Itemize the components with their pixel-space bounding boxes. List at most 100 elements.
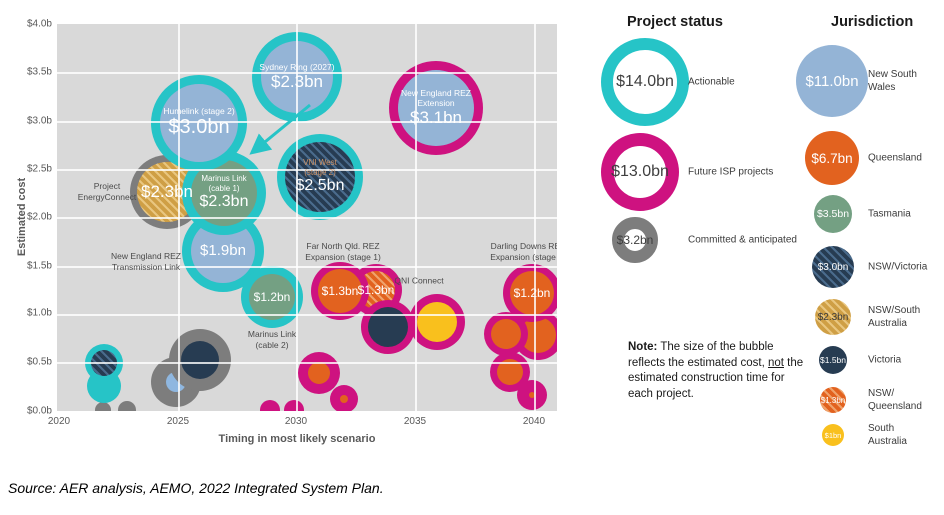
- note-underlined-word: not: [767, 356, 784, 369]
- legend-jurisdiction-label: Tasmania: [868, 208, 911, 220]
- marinus-link-cable-1-label: Marinus Link (cable 1) $2.3bn: [182, 151, 266, 235]
- label-far-north-qld-line: Far North Qld. REZ: [306, 240, 380, 251]
- gridline-h-5: [57, 314, 557, 316]
- humelink-stage-2-text-line: Humelink (stage 2): [163, 106, 235, 117]
- note-text: Note: The size of the bubble reflects th…: [628, 340, 804, 402]
- darling-downs-left-fill: [491, 319, 521, 349]
- gridline-h-3: [57, 217, 557, 219]
- marinus-link-cable-1-text-line: $2.3bn: [199, 193, 249, 210]
- humelink-stage-2-bubble: Humelink (stage 2) $3.0bn: [151, 75, 247, 171]
- vni-west-stage-2-text-line: (stage 2): [304, 167, 336, 177]
- committed-grey-dot-a-bubble: [95, 402, 111, 411]
- legend-status-label: Committed & anticipated: [688, 234, 797, 246]
- legend-jurisdiction-disc-nsw-queensland: $1.3bn: [820, 387, 846, 413]
- darling-downs-donut-bubble: [517, 380, 547, 410]
- legend-jurisdiction-disc-new-south-wales: $11.0bn: [796, 45, 868, 117]
- legend-jurisdiction-value: $6.7bn: [811, 150, 853, 166]
- darling-downs-rez-label: $1.2bn: [503, 264, 557, 322]
- new-england-rez-extension-text-line: Extension: [417, 97, 455, 108]
- nsw-qld-hatched-bubble: $1.3bn: [350, 264, 402, 316]
- gridline-h-6: [57, 362, 557, 364]
- far-north-qld-rez-bubble: $1.3bn: [311, 262, 369, 320]
- sydney-ring-2027-text-line: $2.3bn: [271, 71, 323, 91]
- label-marinus-cable-2: Marinus Link (cable 2): [248, 329, 296, 351]
- ne-rez-transmission-link-text-line: $1.9bn: [200, 242, 246, 260]
- y-tick-$1.5b: $1.5b: [26, 260, 52, 272]
- marinus-link-cable-2-text-line: $1.2bn: [253, 289, 291, 304]
- legend-jurisdiction-disc-tasmania: $3.5bn: [814, 195, 852, 233]
- qni-connect-fill: [368, 307, 408, 347]
- future-magenta-dot-a-bubble: [260, 400, 280, 411]
- future-small-orange-fill: [308, 362, 330, 384]
- darling-downs-rez-fill: [510, 271, 554, 315]
- label-qni-connect: QNI Connect: [394, 275, 443, 286]
- legend-jurisdiction-disc-nsw-south-australia: $2.3bn: [815, 299, 851, 335]
- legend-jurisdiction-value: $3.5bn: [816, 208, 850, 220]
- x-tick-2020: 2020: [47, 416, 71, 427]
- gridline-h-2: [57, 169, 557, 171]
- vni-west-stage-2-text-line: $2.5bn: [295, 177, 345, 194]
- legend-status-value: $14.0bn: [616, 73, 674, 90]
- legend-jurisdiction-label: South Australia: [868, 423, 907, 447]
- sydney-ring-2027-bubble: Sydney Ring (2027) $2.3bn: [252, 32, 342, 122]
- legend-status-value: $13.0bn: [611, 163, 669, 180]
- legend-jurisdiction-value: $11.0bn: [805, 72, 859, 90]
- legend-jurisdiction-value: $1.5bn: [820, 355, 846, 365]
- sydney-ring-2027-label: Sydney Ring (2027) $2.3bn: [252, 32, 342, 122]
- marinus-link-cable-1-fill: [191, 160, 257, 226]
- vni-west-stage-2-bubble: VNI West (stage 2) $2.5bn: [277, 134, 363, 220]
- darling-downs-rez-bubble: $1.2bn: [503, 264, 557, 322]
- legend-jurisdiction-value: $1bn: [824, 430, 842, 440]
- y-tick-$2.5b: $2.5b: [26, 163, 52, 175]
- far-north-qld-rez-fill: [318, 269, 362, 313]
- gridline-v-2: [415, 24, 417, 411]
- sydney-ring-2027-text-line: Sydney Ring (2027): [259, 61, 335, 72]
- vni-west-stage-2-label: VNI West (stage 2) $2.5bn: [277, 134, 363, 220]
- legend-jurisdiction-label: NSW/South Australia: [868, 305, 921, 329]
- x-axis-title: Timing in most likely scenario: [218, 433, 376, 445]
- darling-downs-rez-text-line: $1.2bn: [513, 285, 551, 300]
- y-tick-$1.0b: $1.0b: [26, 307, 52, 319]
- ne-rez-transmission-link-label: $1.9bn: [182, 210, 264, 292]
- legend-jurisdiction-title: Jurisdiction: [831, 14, 914, 30]
- legend-jurisdiction-disc-queensland: $6.7bn: [805, 131, 859, 185]
- y-tick-$0.0b: $0.0b: [26, 405, 52, 417]
- y-tick-$2.0b: $2.0b: [26, 211, 52, 223]
- source-line: Source: AER analysis, AEMO, 2022 Integra…: [8, 480, 384, 496]
- far-north-qld-rez-text-line: $1.3bn: [321, 283, 359, 298]
- label-ne-rez-transmission-link: New England REZ Transmission Link: [111, 251, 181, 273]
- humelink-stage-2-fill: [160, 84, 238, 162]
- y-tick-$4.0b: $4.0b: [26, 18, 52, 30]
- gridline-v-3: [534, 24, 536, 411]
- legend-status-ring-committed-anticipated: $3.2bn: [612, 217, 658, 263]
- legend-jurisdiction-value: $1.3bn: [820, 395, 846, 405]
- legend-jurisdiction-label: New South Wales: [868, 69, 917, 93]
- legend-status-title: Project status: [627, 14, 723, 30]
- note-bold: Note:: [628, 341, 658, 353]
- x-tick-2030: 2030: [284, 416, 308, 427]
- y-tick-$3.5b: $3.5b: [26, 66, 52, 78]
- humelink-stage-2-text-line: $3.0bn: [168, 116, 230, 139]
- x-tick-2040: 2040: [522, 416, 546, 427]
- nsw-qld-hatched-label: $1.3bn: [350, 264, 402, 316]
- legend-status-value: $3.2bn: [616, 233, 654, 247]
- legend-jurisdiction-label: Victoria: [868, 354, 902, 366]
- label-marinus-cable-2-line: Marinus Link: [247, 328, 297, 339]
- legend-jurisdiction-value: $3.0bn: [817, 261, 849, 273]
- ne-rez-transmission-link-bubble: $1.9bn: [182, 210, 264, 292]
- far-north-qld-rez-label: $1.3bn: [311, 262, 369, 320]
- legend-status-ring-future-isp-projects: $13.0bn: [601, 133, 679, 211]
- x-tick-2035: 2035: [403, 416, 427, 427]
- gridline-v-0: [178, 24, 180, 411]
- new-england-rez-extension-bubble: New England REZ Extension $3.1bn: [389, 61, 483, 155]
- note-part-1: The size of the bubble reflects the esti…: [628, 341, 774, 369]
- marinus-link-cable-2-fill: [249, 274, 295, 320]
- project-energyconnect-bubble: $2.3bn: [130, 155, 204, 229]
- marinus-link-cable-2-bubble: $1.2bn: [241, 266, 303, 328]
- y-tick-$3.0b: $3.0b: [26, 115, 52, 127]
- darling-downs-donut-fill: [529, 392, 535, 398]
- label-darling-downs-line: Expansion (stage 1): [490, 252, 557, 262]
- future-small-orange-bubble: [298, 352, 340, 394]
